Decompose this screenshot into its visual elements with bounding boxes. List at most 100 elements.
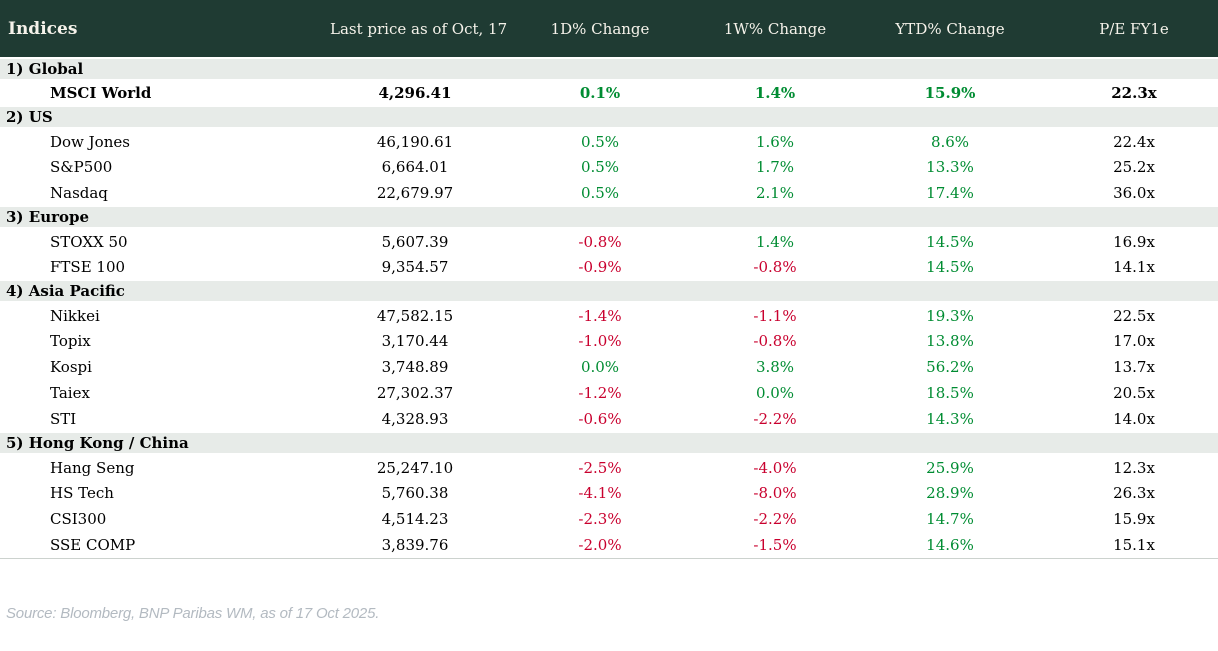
- change-1w-cell: -2.2%: [700, 506, 850, 532]
- change-1d-cell: 0.0%: [500, 354, 700, 380]
- change-1d-cell: -0.8%: [500, 228, 700, 254]
- index-row: S&P500 6,664.01 0.5% 1.7% 13.3% 25.2x: [0, 154, 1218, 180]
- last-price-cell: 47,582.15: [330, 302, 500, 328]
- index-row: HS Tech 5,760.38 -4.1% -8.0% 28.9% 26.3x: [0, 480, 1218, 506]
- index-row: MSCI World 4,296.41 0.1% 1.4% 15.9% 22.3x: [0, 80, 1218, 106]
- change-1w-cell: 2.1%: [700, 180, 850, 206]
- index-name-cell: S&P500: [0, 154, 330, 180]
- pe-cell: 15.1x: [1050, 532, 1218, 559]
- change-1w-cell: -0.8%: [700, 254, 850, 280]
- change-1d-cell: -0.6%: [500, 406, 700, 432]
- change-ytd-cell: 8.6%: [850, 128, 1050, 154]
- section-row: 5) Hong Kong / China: [0, 431, 1218, 455]
- change-ytd-cell: 15.9%: [850, 80, 1050, 106]
- change-1w-cell: 1.7%: [700, 154, 850, 180]
- pe-cell: 14.0x: [1050, 406, 1218, 432]
- index-name-cell: STOXX 50: [0, 228, 330, 254]
- last-price-cell: 5,760.38: [330, 480, 500, 506]
- index-row: STOXX 50 5,607.39 -0.8% 1.4% 14.5% 16.9x: [0, 228, 1218, 254]
- pe-cell: 16.9x: [1050, 228, 1218, 254]
- section-label: 5) Hong Kong / China: [0, 431, 1218, 455]
- index-name-cell: Taiex: [0, 380, 330, 406]
- index-name-cell: SSE COMP: [0, 532, 330, 559]
- change-1w-cell: 1.6%: [700, 128, 850, 154]
- last-price-cell: 3,839.76: [330, 532, 500, 559]
- pe-cell: 13.7x: [1050, 354, 1218, 380]
- index-row: SSE COMP 3,839.76 -2.0% -1.5% 14.6% 15.1x: [0, 532, 1218, 559]
- change-1w-cell: 1.4%: [700, 228, 850, 254]
- last-price-cell: 4,328.93: [330, 406, 500, 432]
- change-1w-cell: 3.8%: [700, 354, 850, 380]
- index-name-cell: Nikkei: [0, 302, 330, 328]
- pe-cell: 15.9x: [1050, 506, 1218, 532]
- change-1d-cell: -0.9%: [500, 254, 700, 280]
- change-1d-cell: 0.5%: [500, 154, 700, 180]
- pe-cell: 20.5x: [1050, 380, 1218, 406]
- index-name-cell: Nasdaq: [0, 180, 330, 206]
- pe-cell: 26.3x: [1050, 480, 1218, 506]
- index-name-cell: HS Tech: [0, 480, 330, 506]
- section-row: 2) US: [0, 105, 1218, 129]
- indices-table: Indices Last price as of Oct, 17 1D% Cha…: [0, 0, 1218, 559]
- index-row: CSI300 4,514.23 -2.3% -2.2% 14.7% 15.9x: [0, 506, 1218, 532]
- index-name-cell: STI: [0, 406, 330, 432]
- index-name-cell: Dow Jones: [0, 128, 330, 154]
- index-row: Topix 3,170.44 -1.0% -0.8% 13.8% 17.0x: [0, 328, 1218, 354]
- change-ytd-cell: 14.5%: [850, 254, 1050, 280]
- index-name-cell: Hang Seng: [0, 454, 330, 480]
- index-row: STI 4,328.93 -0.6% -2.2% 14.3% 14.0x: [0, 406, 1218, 432]
- index-row: Taiex 27,302.37 -1.2% 0.0% 18.5% 20.5x: [0, 380, 1218, 406]
- pe-cell: 36.0x: [1050, 180, 1218, 206]
- pe-cell: 25.2x: [1050, 154, 1218, 180]
- pe-cell: 22.5x: [1050, 302, 1218, 328]
- section-label: 3) Europe: [0, 205, 1218, 229]
- pe-cell: 17.0x: [1050, 328, 1218, 354]
- column-header-pe-fy1e: P/E FY1e: [1050, 0, 1218, 58]
- change-ytd-cell: 56.2%: [850, 354, 1050, 380]
- index-name-cell: Kospi: [0, 354, 330, 380]
- pe-cell: 22.4x: [1050, 128, 1218, 154]
- change-1w-cell: -2.2%: [700, 406, 850, 432]
- last-price-cell: 3,170.44: [330, 328, 500, 354]
- column-header-indices: Indices: [0, 0, 330, 58]
- change-1d-cell: 0.5%: [500, 128, 700, 154]
- change-1d-cell: -1.4%: [500, 302, 700, 328]
- change-ytd-cell: 14.5%: [850, 228, 1050, 254]
- section-label: 1) Global: [0, 57, 1218, 81]
- last-price-cell: 27,302.37: [330, 380, 500, 406]
- column-header-1d-change: 1D% Change: [500, 0, 700, 58]
- change-1d-cell: -1.2%: [500, 380, 700, 406]
- column-header-1w-change: 1W% Change: [700, 0, 850, 58]
- change-1w-cell: 0.0%: [700, 380, 850, 406]
- index-row: FTSE 100 9,354.57 -0.9% -0.8% 14.5% 14.1x: [0, 254, 1218, 280]
- last-price-cell: 4,296.41: [330, 80, 500, 106]
- last-price-cell: 3,748.89: [330, 354, 500, 380]
- index-row: Hang Seng 25,247.10 -2.5% -4.0% 25.9% 12.3x: [0, 454, 1218, 480]
- change-ytd-cell: 19.3%: [850, 302, 1050, 328]
- index-row: Dow Jones 46,190.61 0.5% 1.6% 8.6% 22.4x: [0, 128, 1218, 154]
- column-header-last-price: Last price as of Oct, 17: [330, 0, 507, 58]
- index-row: Nikkei 47,582.15 -1.4% -1.1% 19.3% 22.5x: [0, 302, 1218, 328]
- change-ytd-cell: 25.9%: [850, 454, 1050, 480]
- last-price-cell: 6,664.01: [330, 154, 500, 180]
- pe-cell: 22.3x: [1050, 80, 1218, 106]
- last-price-cell: 4,514.23: [330, 506, 500, 532]
- index-name-cell: CSI300: [0, 506, 330, 532]
- change-1w-cell: -0.8%: [700, 328, 850, 354]
- table-body: 1) Global MSCI World 4,296.41 0.1% 1.4% 15.9%…: [0, 57, 1218, 559]
- last-price-cell: 22,679.97: [330, 180, 500, 206]
- change-1d-cell: -2.3%: [500, 506, 700, 532]
- last-price-cell: 25,247.10: [330, 454, 500, 480]
- last-price-cell: 5,607.39: [330, 228, 500, 254]
- section-row: 3) Europe: [0, 205, 1218, 229]
- change-1w-cell: -8.0%: [700, 480, 850, 506]
- change-ytd-cell: 13.3%: [850, 154, 1050, 180]
- change-1d-cell: -4.1%: [500, 480, 700, 506]
- index-name-cell: MSCI World: [0, 80, 330, 106]
- change-1d-cell: -1.0%: [500, 328, 700, 354]
- section-row: 4) Asia Pacific: [0, 279, 1218, 303]
- last-price-cell: 9,354.57: [330, 254, 500, 280]
- change-1d-cell: -2.5%: [500, 454, 700, 480]
- change-1w-cell: 1.4%: [700, 80, 850, 106]
- pe-cell: 14.1x: [1050, 254, 1218, 280]
